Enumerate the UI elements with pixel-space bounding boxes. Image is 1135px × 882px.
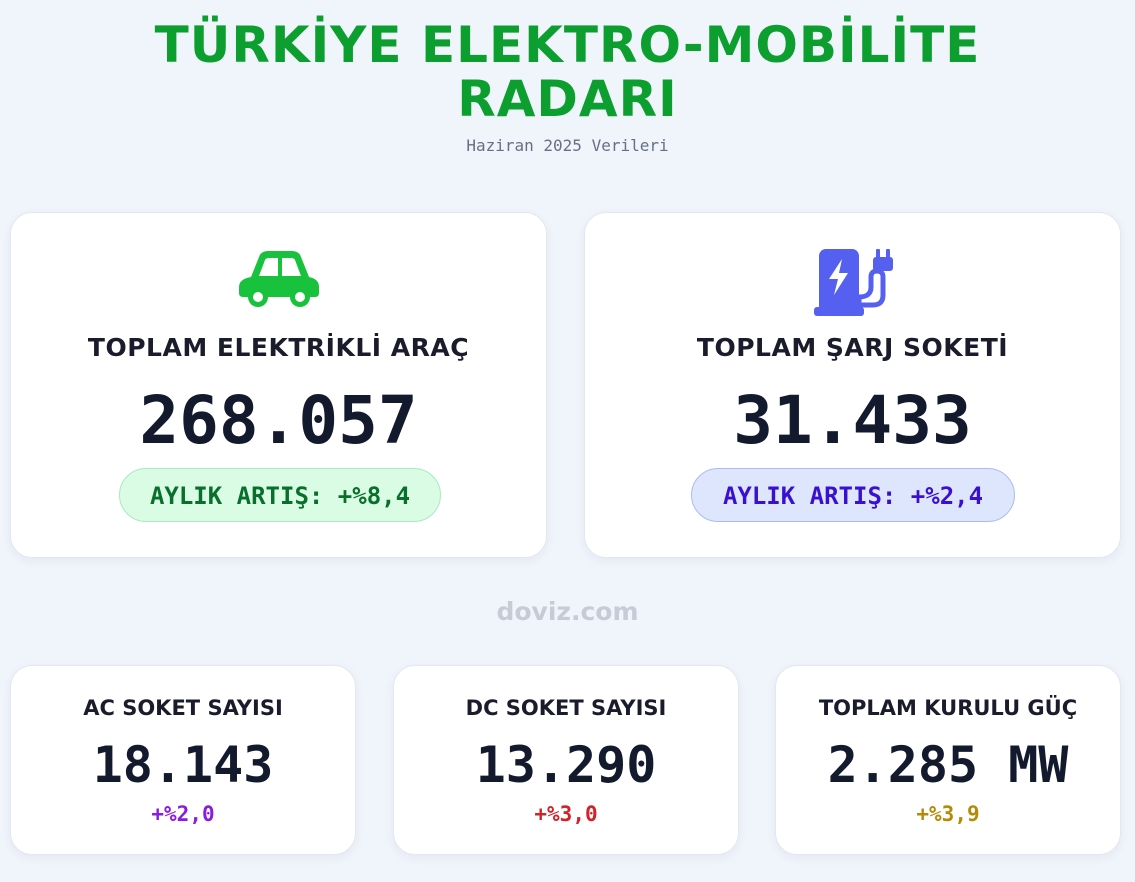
dc-socket-change: +%3,0 [534,802,598,826]
ev-monthly-change-badge: AYLIK ARTIŞ: +%8,4 [119,468,441,522]
ac-socket-change: +%2,0 [151,802,215,826]
page-subtitle: Haziran 2025 Verileri [466,136,669,155]
ac-socket-value: 18.143 [92,736,274,794]
page-header: TÜRKİYE ELEKTRO-MOBİLİTE RADARI Haziran … [0,18,1135,155]
watermark-logo: doviz.com [496,597,639,626]
ac-socket-card: AC SOKET SAYISI 18.143 +%2,0 [10,665,356,855]
total-socket-label: TOPLAM ŞARJ SOKETİ [696,333,1009,362]
installed-power-change: +%3,9 [916,802,980,826]
dc-socket-label: DC SOKET SAYISI [465,696,667,720]
socket-monthly-change-badge: AYLIK ARTIŞ: +%2,4 [691,468,1015,522]
total-ev-value: 268.057 [139,382,418,459]
total-socket-card: TOPLAM ŞARJ SOKETİ 31.433 AYLIK ARTIŞ: +… [584,212,1121,558]
installed-power-card: TOPLAM KURULU GÜÇ 2.285 MW +%3,9 [775,665,1121,855]
installed-power-label: TOPLAM KURULU GÜÇ [818,696,1078,720]
ac-socket-label: AC SOKET SAYISI [83,696,283,720]
total-socket-value: 31.433 [733,382,972,459]
car-icon [11,247,546,317]
installed-power-value: 2.285 MW [827,736,1069,794]
dc-socket-card: DC SOKET SAYISI 13.290 +%3,0 [393,665,739,855]
dc-socket-value: 13.290 [475,736,657,794]
total-ev-label: TOPLAM ELEKTRİKLİ ARAÇ [87,333,470,362]
ev-charging-station-icon [585,247,1120,317]
page-title: TÜRKİYE ELEKTRO-MOBİLİTE RADARI [154,16,981,128]
total-ev-card: TOPLAM ELEKTRİKLİ ARAÇ 268.057 AYLIK ART… [10,212,547,558]
